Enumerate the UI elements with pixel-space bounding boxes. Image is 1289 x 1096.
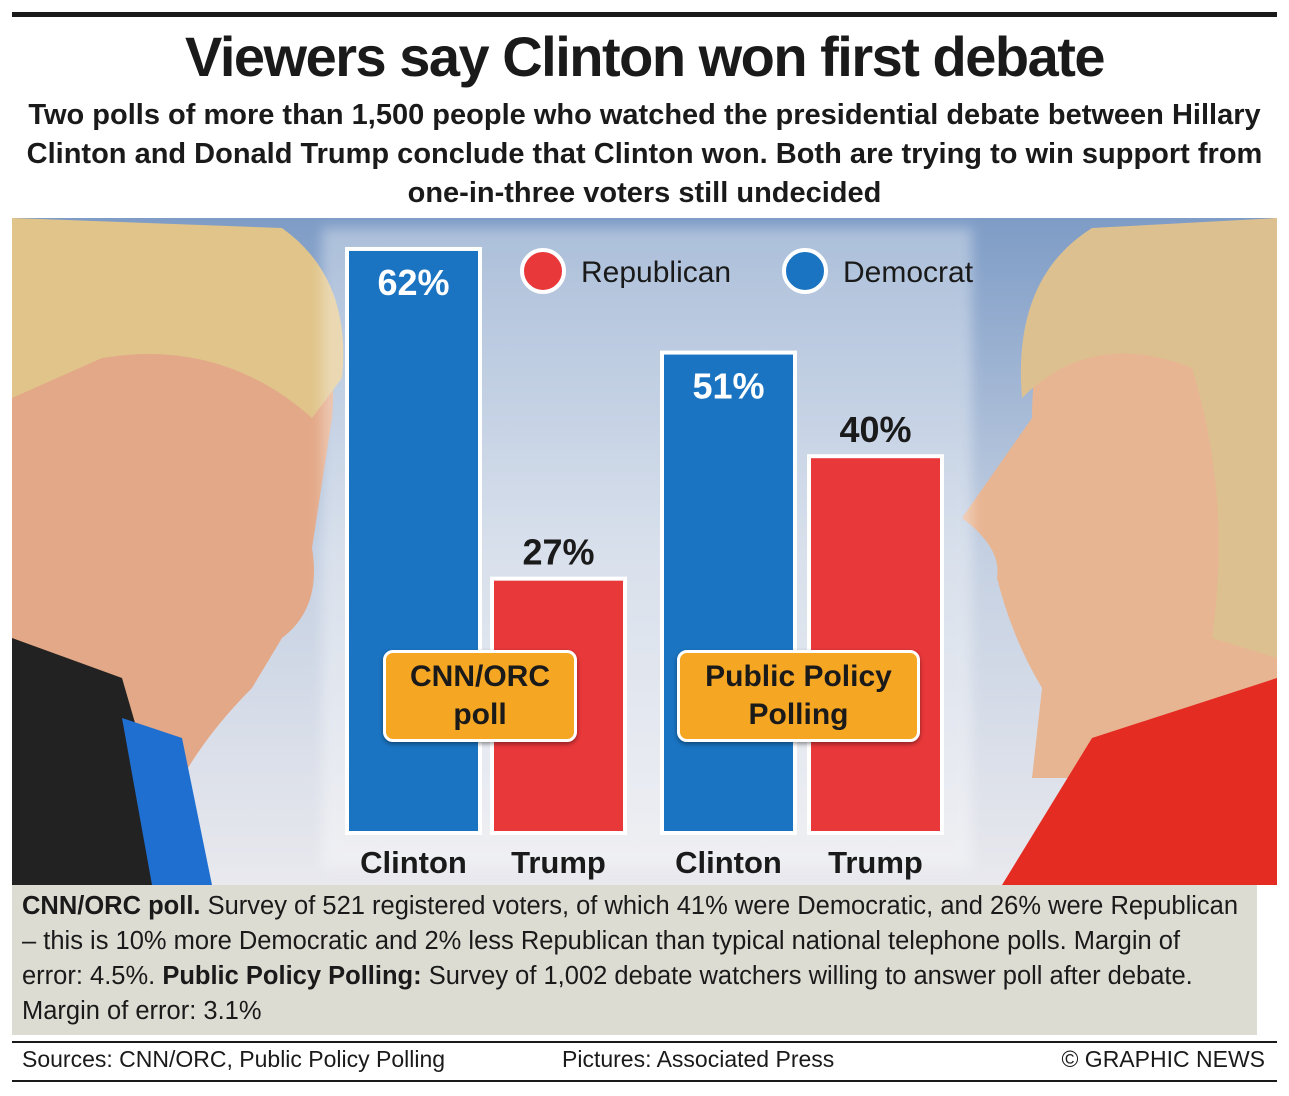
note-text: CNN/ORC poll.: [22, 892, 201, 920]
pictures: Pictures: Associated Press: [562, 1046, 835, 1072]
value-label: 51%: [692, 366, 764, 407]
poll-label: CNN/ORC poll: [383, 650, 577, 742]
top-rule: [12, 12, 1277, 17]
bar: [345, 246, 482, 835]
chart-subtitle: Two polls of more than 1,500 people who …: [26, 99, 1263, 209]
x-tick-label: Clinton: [360, 845, 467, 880]
legend-swatch: [782, 248, 828, 294]
note-text: Survey of 521 registered voters, of whic…: [22, 892, 1239, 990]
x-tick-label: Trump: [511, 845, 606, 880]
clinton-photo: [962, 218, 1277, 885]
x-tick-label: Clinton: [675, 845, 782, 880]
bar: [660, 350, 797, 836]
bottom-rule: [12, 1080, 1277, 1082]
rule: [12, 1041, 1277, 1043]
legend-label: Democrat: [843, 256, 974, 289]
value-label: 62%: [377, 262, 449, 303]
trump-photo: [12, 218, 344, 885]
chart: 27% 40% 62% 51% Clinton Trump Clinton Trump Repu…: [12, 218, 1277, 885]
credit: © GRAPHIC NEWS: [1061, 1046, 1265, 1072]
legend-swatch: [520, 248, 566, 294]
value-label: 27%: [522, 532, 594, 573]
value-label: 40%: [839, 409, 911, 450]
note-text: Public Policy Polling:: [162, 962, 422, 990]
x-tick-label: Trump: [828, 845, 923, 880]
chart-title: Viewers say Clinton won first debate: [185, 25, 1106, 88]
poll-label: Public Policy Polling: [677, 650, 920, 742]
legend-label: Republican: [581, 256, 731, 289]
notes: CNN/ORC poll. Survey of 521 registered v…: [12, 885, 1257, 1035]
note-text: Survey of 1,002 debate watchers willing …: [22, 962, 1193, 1025]
sources: Sources: CNN/ORC, Public Policy Polling: [22, 1046, 446, 1072]
bar: [807, 454, 944, 835]
